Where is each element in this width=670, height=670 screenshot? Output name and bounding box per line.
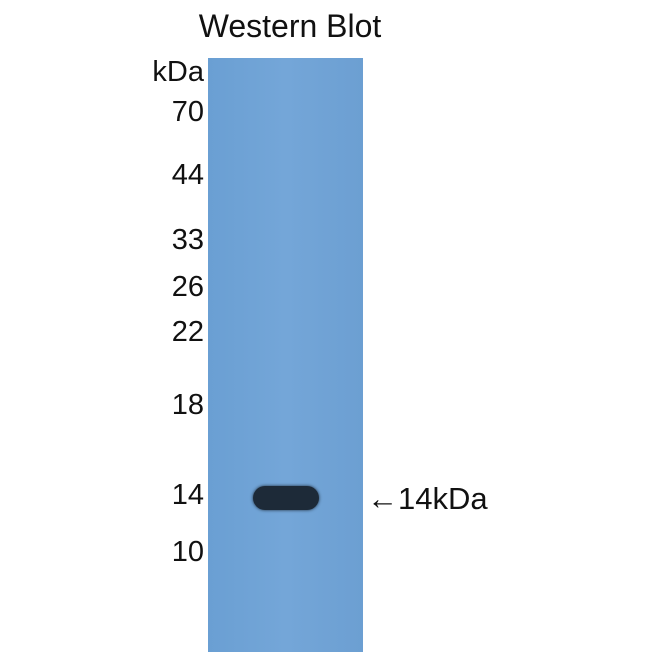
band-annotation: ←14kDa: [367, 481, 488, 516]
marker-33: 33: [171, 224, 204, 256]
unit-label: kDa: [152, 56, 204, 88]
marker-70: 70: [171, 96, 204, 128]
marker-18: 18: [171, 389, 204, 421]
marker-44: 44: [171, 159, 204, 191]
blot-lane: [208, 58, 363, 652]
marker-10: 10: [171, 536, 204, 568]
blot-title: Western Blot: [198, 8, 382, 44]
marker-22: 22: [171, 316, 204, 348]
protein-band: [253, 486, 319, 510]
marker-26: 26: [171, 271, 204, 303]
marker-14: 14: [171, 479, 204, 511]
